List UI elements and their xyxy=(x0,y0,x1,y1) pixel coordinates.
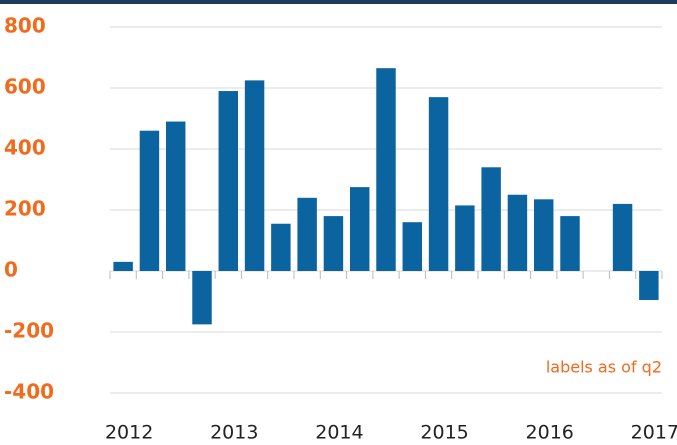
y-tick-label: 800 xyxy=(4,14,46,38)
bar xyxy=(428,97,449,272)
x-tick-label: 2015 xyxy=(420,422,468,444)
y-tick-label: 200 xyxy=(4,197,46,221)
bar xyxy=(533,199,554,271)
y-tick-label: -400 xyxy=(4,380,54,404)
bar xyxy=(507,194,528,271)
bar xyxy=(376,68,396,271)
bar xyxy=(560,216,580,271)
bar xyxy=(218,91,239,271)
bar xyxy=(165,121,186,271)
bar xyxy=(139,130,160,271)
y-tick-label: 400 xyxy=(4,136,46,160)
bar xyxy=(402,222,423,271)
bar xyxy=(481,167,501,271)
y-tick-label: -200 xyxy=(4,319,54,343)
x-tick-label: 2016 xyxy=(526,422,574,444)
bar xyxy=(639,271,659,300)
top-border xyxy=(0,0,677,4)
x-tick-label: 2017 xyxy=(631,422,677,444)
x-tick-label: 2012 xyxy=(105,422,153,444)
bar xyxy=(349,187,370,271)
bar xyxy=(297,197,317,271)
y-tick-label: 0 xyxy=(4,258,18,282)
x-tick-label: 2014 xyxy=(315,422,363,444)
bar xyxy=(244,80,265,271)
bar xyxy=(455,205,475,271)
y-tick-label: 600 xyxy=(4,75,46,99)
bar xyxy=(113,261,133,271)
bar xyxy=(323,216,344,271)
bar xyxy=(612,203,633,271)
bar xyxy=(192,271,212,325)
annotation: labels as of q2 xyxy=(546,358,662,377)
bar xyxy=(271,223,291,271)
x-tick-label: 2013 xyxy=(210,422,258,444)
